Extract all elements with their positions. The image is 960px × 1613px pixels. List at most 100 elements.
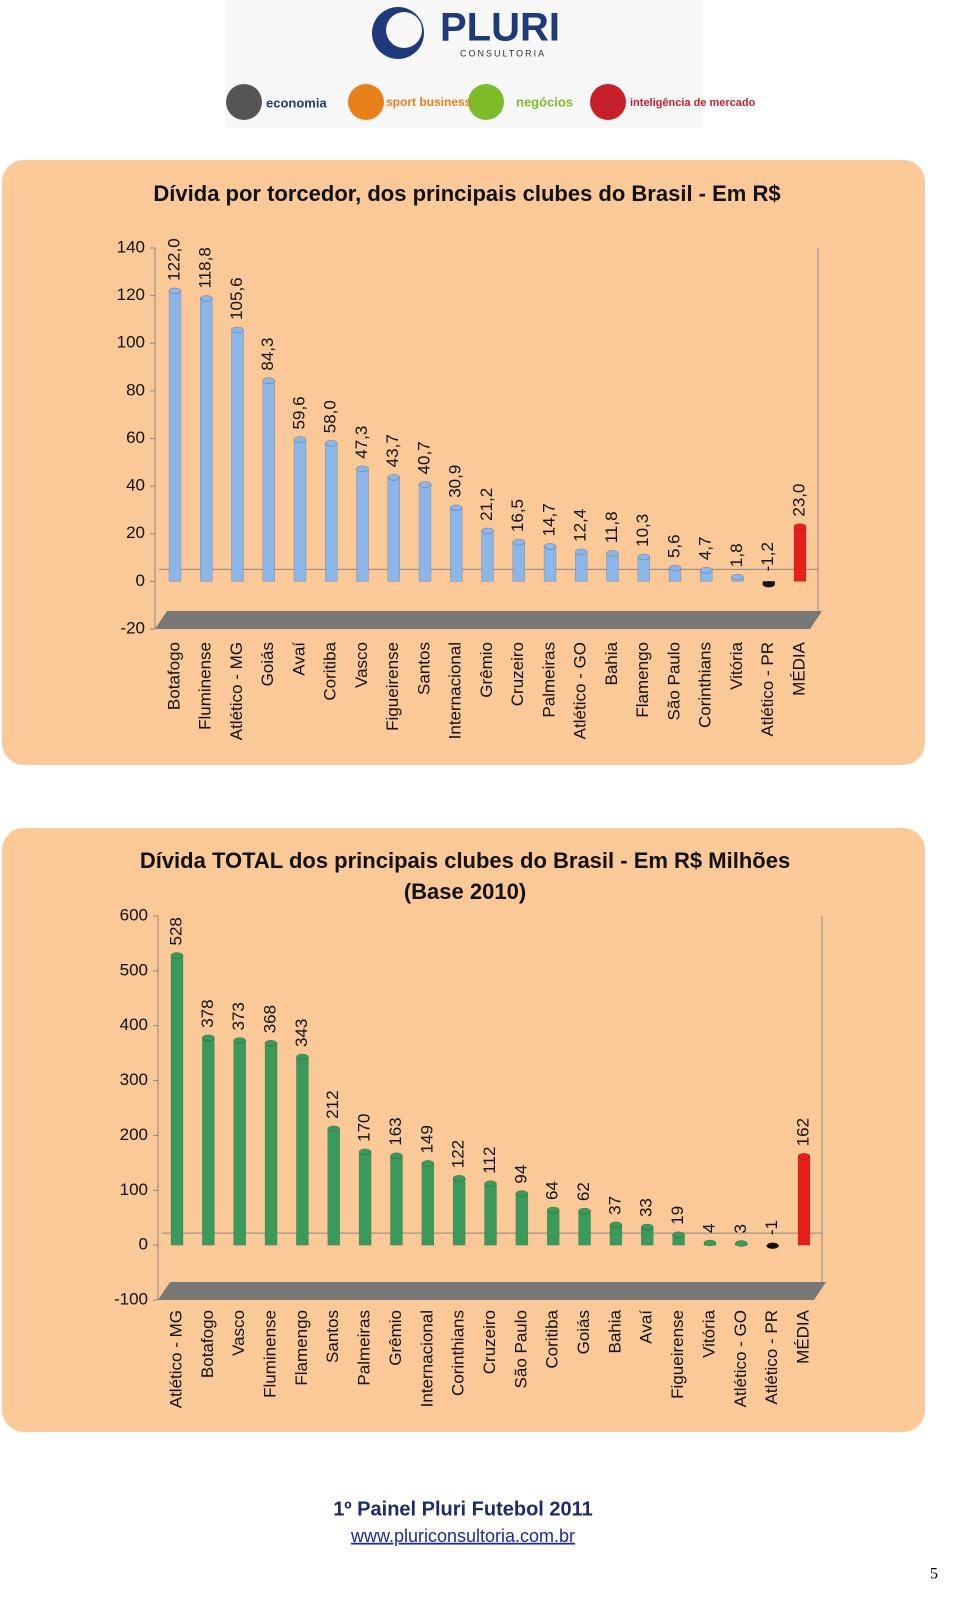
value-label: 19	[668, 1206, 687, 1225]
value-label: 149	[417, 1125, 436, 1153]
value-label: 3	[731, 1224, 750, 1233]
y-tick-label: 80	[126, 380, 145, 399]
bar-cap	[450, 504, 463, 512]
x-tick-label: Cruzeiro	[508, 642, 527, 706]
bar-cap	[762, 580, 775, 588]
value-label: 59,6	[289, 396, 308, 429]
bar-cap	[358, 1148, 372, 1156]
value-label: 368	[261, 1005, 280, 1033]
x-tick-label: Figueirense	[668, 1310, 687, 1399]
y-tick-label: 20	[126, 523, 145, 542]
value-label: 43,7	[383, 434, 402, 467]
value-label: 11,8	[602, 511, 621, 543]
bar	[325, 443, 338, 582]
bar-cap	[168, 287, 182, 295]
bar	[233, 1040, 246, 1246]
x-tick-label: Santos	[414, 642, 433, 695]
bar-cap	[793, 523, 807, 530]
bar-cap	[578, 1207, 591, 1215]
y-tick-label: -100	[114, 1289, 148, 1308]
chart-panel	[2, 828, 925, 1432]
value-label: -1	[762, 1220, 781, 1235]
x-tick-label: Bahia	[605, 1309, 624, 1353]
bar-cap	[512, 538, 525, 546]
bar	[546, 1209, 560, 1246]
y-tick-label: 100	[120, 1180, 148, 1199]
value-label: 378	[198, 999, 217, 1027]
brand: PLURI	[440, 6, 560, 50]
x-tick-label: Avaí	[289, 642, 308, 676]
value-label: 58,0	[321, 400, 340, 433]
x-tick-label: São Paulo	[664, 642, 683, 720]
bar-cap	[264, 1040, 278, 1047]
bar	[418, 484, 432, 582]
y-tick-label: 200	[120, 1125, 148, 1144]
value-label: 62	[574, 1182, 593, 1201]
bar	[358, 1151, 372, 1246]
y-tick-label: -20	[120, 618, 145, 637]
bar	[390, 1155, 403, 1246]
x-tick-label: Figueirense	[383, 642, 402, 731]
x-tick-label: Vitória	[699, 1309, 718, 1357]
x-tick-label: Atlético - MG	[166, 1310, 185, 1408]
bar-cap	[700, 566, 713, 574]
x-tick-label: São Paulo	[511, 1310, 530, 1388]
chart-title: Dívida TOTAL dos principais clubes do Br…	[140, 848, 790, 873]
value-label: 343	[292, 1019, 311, 1047]
icon	[590, 84, 626, 120]
value-label: 16,5	[508, 499, 527, 532]
x-tick-label: Atlético - GO	[731, 1310, 750, 1407]
bar-cap	[484, 1180, 497, 1187]
x-tick-label: Vasco	[229, 1310, 248, 1356]
value-label: 4	[699, 1223, 718, 1232]
bar	[606, 553, 619, 582]
value-label: 170	[355, 1114, 374, 1142]
bar	[421, 1163, 435, 1246]
value-label: 64	[543, 1181, 562, 1200]
chart-title: Dívida por torcedor, dos principais club…	[153, 181, 780, 206]
y-tick-label: 140	[117, 237, 145, 256]
x-tick-label: Goiás	[258, 642, 277, 686]
value-label: 212	[323, 1090, 342, 1118]
x-tick-label: Grêmio	[477, 642, 496, 698]
value-label: 10,3	[633, 514, 652, 547]
value-label: 373	[229, 1002, 248, 1030]
value-label: 162	[793, 1118, 812, 1146]
bar	[202, 1037, 215, 1246]
value-label: 21,2	[477, 488, 496, 521]
bar	[452, 1177, 466, 1246]
x-tick-label: Botafogo	[198, 1310, 217, 1378]
x-tick-label: Botafogo	[164, 642, 183, 710]
value-label: 12,4	[571, 509, 590, 542]
x-tick-label: Vasco	[352, 642, 371, 688]
bar-cap	[672, 1231, 685, 1238]
chart-title: (Base 2010)	[404, 879, 526, 904]
bar-cap	[327, 1125, 340, 1133]
x-tick-label: Vitória	[727, 641, 746, 689]
bar	[481, 530, 494, 582]
value-label: 14,7	[539, 503, 558, 536]
x-tick-label: Internacional	[417, 1310, 436, 1407]
bar	[450, 507, 463, 582]
x-tick-label: Goiás	[574, 1310, 593, 1354]
value-label: 1,8	[727, 543, 746, 567]
header-item: negócios	[516, 94, 573, 109]
x-tick-label: Atlético - PR	[758, 642, 777, 736]
x-tick-label: Atlético - GO	[571, 642, 590, 739]
bar-cap	[325, 440, 338, 447]
bar	[356, 468, 369, 582]
bar	[264, 1043, 278, 1246]
value-label: 94	[511, 1165, 530, 1184]
y-tick-label: 0	[136, 571, 145, 590]
icon	[348, 84, 384, 120]
bar-cap	[481, 527, 494, 535]
x-tick-label: MÉDIA	[789, 641, 808, 696]
x-tick-label: Grêmio	[386, 1310, 405, 1366]
value-label: 528	[166, 917, 185, 945]
floor	[155, 611, 822, 629]
bar-cap	[735, 1240, 748, 1247]
bar-cap	[356, 465, 369, 472]
x-tick-label: Internacional	[446, 642, 465, 739]
value-label: 30,9	[446, 465, 465, 498]
bar	[575, 551, 588, 582]
